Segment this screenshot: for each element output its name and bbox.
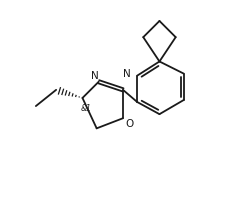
- Text: N: N: [123, 69, 131, 79]
- Text: O: O: [125, 119, 133, 129]
- Text: &1: &1: [81, 104, 92, 113]
- Text: N: N: [91, 71, 98, 81]
